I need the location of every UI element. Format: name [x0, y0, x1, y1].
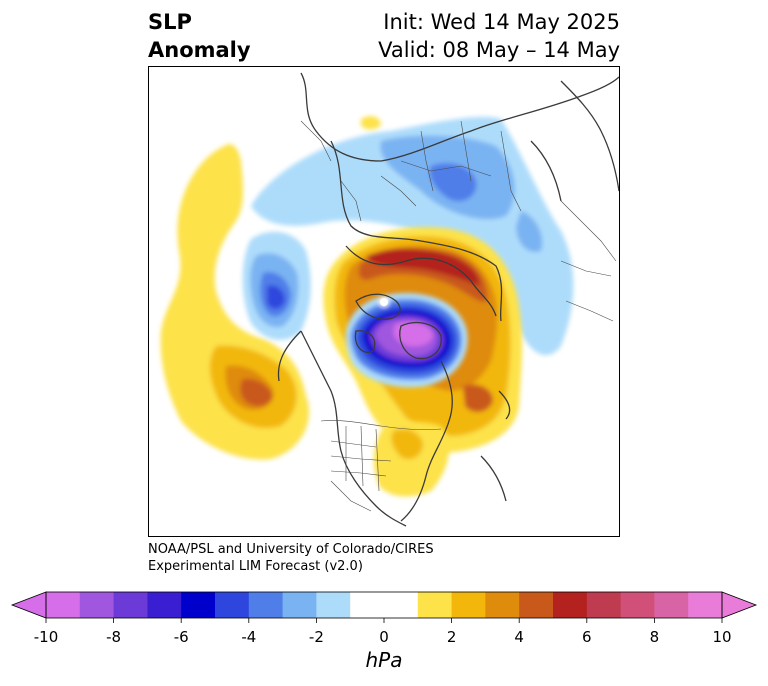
- colorbar-cell: [451, 592, 486, 618]
- colorbar-cell: [46, 592, 81, 618]
- colorbar-tick-label: 4: [514, 628, 524, 646]
- positive-anomaly-east-us: [361, 116, 450, 497]
- colorbar-tick-label: 0: [379, 628, 389, 646]
- colorbar-tick-label: -6: [174, 628, 189, 646]
- colorbar-cell: [282, 592, 317, 618]
- colorbar-cell: [147, 592, 182, 618]
- colorbar-min-extension: [10, 591, 47, 619]
- negative-anomaly-alaska: [242, 231, 311, 340]
- colorbar-tick-label: 8: [650, 628, 660, 646]
- title-line-1: SLP: [148, 10, 192, 34]
- colorbar-cell: [384, 592, 419, 618]
- colorbar-cell: [519, 592, 554, 618]
- colorbar-tick-label: 10: [712, 628, 731, 646]
- colorbar-max-extension: [721, 591, 758, 619]
- colorbar-cells: [46, 592, 723, 618]
- colorbar-cell: [688, 592, 723, 618]
- valid-range: Valid: 08 May – 14 May: [378, 38, 620, 62]
- colorbar-tick-label: 2: [447, 628, 457, 646]
- map-title: SLP Anomaly: [148, 8, 251, 64]
- country-borders: [300, 120, 617, 512]
- coastlines: [277, 72, 619, 527]
- colorbar-tick-label: -10: [34, 628, 59, 646]
- colorbar-unit-label: hPa: [365, 648, 403, 672]
- colorbar-tick-label: 6: [582, 628, 592, 646]
- colorbar-ticks: -10 -8 -6 -4 -2 0 2 4 6 8 10: [34, 618, 732, 646]
- colorbar: -10 -8 -6 -4 -2 0 2 4 6 8 10: [10, 591, 758, 646]
- credit-line-1: NOAA/PSL and University of Colorado/CIRE…: [148, 542, 434, 557]
- credit-line-2: Experimental LIM Forecast (v2.0): [148, 559, 363, 574]
- positive-anomaly-pacific: [160, 144, 310, 460]
- negative-anomaly-eurasia: [251, 116, 574, 356]
- colorbar-cell: [620, 592, 655, 618]
- map-panel: [148, 66, 620, 537]
- colorbar-cell: [553, 592, 588, 618]
- colorbar-cell: [113, 592, 148, 618]
- colorbar-cell: [417, 592, 453, 618]
- colorbar-cell: [316, 592, 351, 618]
- colorbar-cell: [248, 592, 284, 618]
- colorbar-tick-label: -8: [106, 628, 121, 646]
- credit-text: NOAA/PSL and University of Colorado/CIRE…: [148, 541, 434, 575]
- colorbar-tick-label: -2: [309, 628, 324, 646]
- colorbar-cell: [654, 592, 689, 618]
- colorbar-cell: [79, 592, 115, 618]
- colorbar-cell: [181, 592, 216, 618]
- colorbar-cell: [215, 592, 250, 618]
- colorbar-tick-label: -4: [241, 628, 256, 646]
- negative-anomaly-polar-low: [345, 293, 468, 388]
- init-date: Init: Wed 14 May 2025: [383, 10, 620, 34]
- colorbar-cell: [586, 592, 622, 618]
- colorbar-cell: [485, 592, 520, 618]
- colorbar-cell: [350, 592, 385, 618]
- title-line-2: Anomaly: [148, 38, 251, 62]
- anomaly-map: [149, 67, 619, 536]
- init-valid-dates: Init: Wed 14 May 2025 Valid: 08 May – 14…: [378, 8, 620, 64]
